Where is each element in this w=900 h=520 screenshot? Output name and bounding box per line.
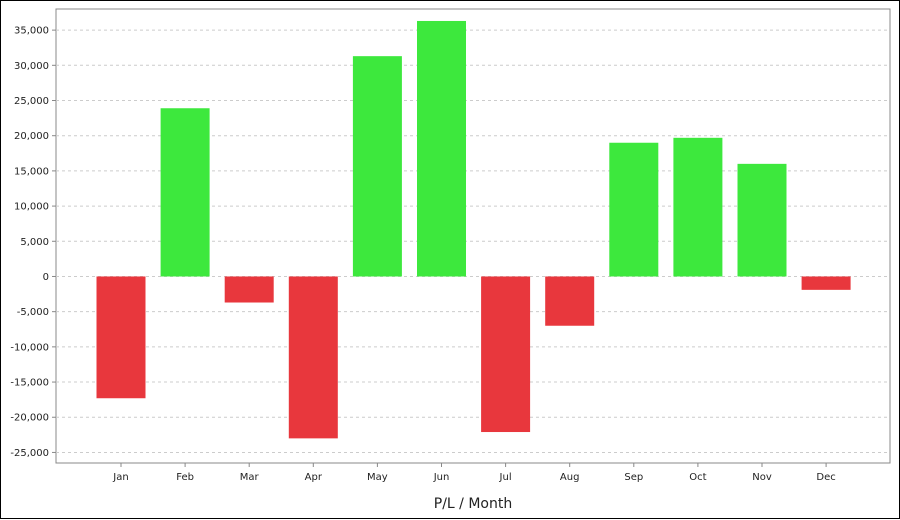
x-tick-label: May xyxy=(367,472,388,483)
x-tick-label: Jun xyxy=(433,472,450,483)
y-tick-label: -15,000 xyxy=(10,378,49,389)
x-tick-label: Jul xyxy=(499,472,512,483)
y-tick-label: 5,000 xyxy=(20,237,49,248)
x-tick-label: Mar xyxy=(240,472,260,483)
x-tick-label: Jan xyxy=(112,472,128,483)
bar-sep xyxy=(609,142,659,277)
bar-jun xyxy=(417,20,466,277)
y-tick-label: 10,000 xyxy=(14,202,49,213)
y-tick-label: -5,000 xyxy=(17,307,49,318)
x-axis-ticks: Jan Feb Mar Apr May Jun Jul Aug Sep Oct Nov Dec xyxy=(112,463,836,483)
y-axis-ticks: -25,000 -20,000 -15,000 -10,000 -5,000 0 5,000… xyxy=(10,26,56,459)
x-tick-label: Aug xyxy=(560,472,580,483)
y-tick-label: 25,000 xyxy=(14,96,49,107)
y-tick-label: 15,000 xyxy=(14,166,49,177)
bar-dec xyxy=(801,276,851,290)
x-tick-label: Oct xyxy=(689,472,706,483)
x-tick-label: Dec xyxy=(816,472,835,483)
y-tick-label: -20,000 xyxy=(10,413,49,424)
bar-nov xyxy=(737,163,787,277)
bar-aug xyxy=(545,276,595,326)
bar-jan xyxy=(96,276,146,399)
bar-oct xyxy=(673,137,723,277)
bar-feb xyxy=(160,108,210,277)
x-tick-label: Feb xyxy=(176,472,194,483)
y-tick-label: 35,000 xyxy=(14,26,49,37)
y-tick-label: 0 xyxy=(43,272,49,283)
x-tick-label: Sep xyxy=(624,472,643,483)
y-tick-label: -10,000 xyxy=(10,342,49,353)
y-tick-label: 30,000 xyxy=(14,61,49,72)
bar-may xyxy=(352,56,402,277)
bar-mar xyxy=(224,276,274,303)
x-tick-label: Nov xyxy=(752,472,772,483)
bar-jul xyxy=(481,276,531,433)
x-axis-title: P/L / Month xyxy=(434,496,512,512)
x-tick-label: Apr xyxy=(305,472,323,483)
y-tick-label: 20,000 xyxy=(14,131,49,142)
bar-apr xyxy=(288,276,338,439)
y-tick-label: -25,000 xyxy=(10,448,49,459)
bars xyxy=(96,20,851,439)
